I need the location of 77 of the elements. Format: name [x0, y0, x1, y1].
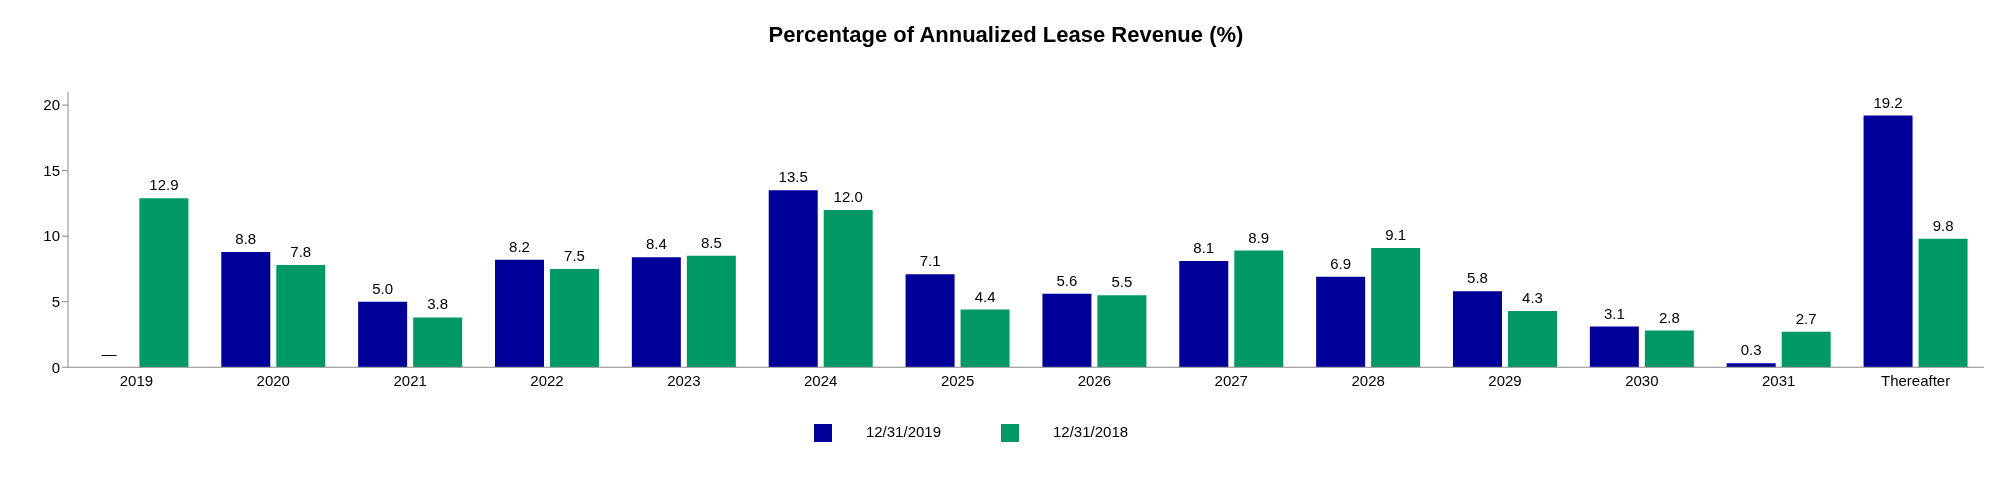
data-label: 4.4: [974, 287, 996, 305]
bar: [823, 209, 873, 368]
bar: [276, 265, 326, 368]
bar: [358, 301, 408, 368]
legend-label: 12/31/2018: [1053, 423, 1129, 441]
data-label: 7.1: [919, 252, 941, 270]
data-label: 8.9: [1248, 228, 1270, 246]
data-label: 7.8: [290, 243, 312, 260]
data-label: 5.0: [372, 279, 394, 297]
data-label: 9.1: [1385, 225, 1407, 243]
x-tick-label: 2022: [530, 371, 564, 389]
data-label: 8.1: [1193, 239, 1215, 257]
x-tick-label: 2026: [1077, 371, 1112, 389]
bar: [221, 251, 271, 368]
data-label: 8.5: [700, 233, 722, 251]
bar: [1234, 250, 1284, 368]
x-tick-label: 2021: [393, 371, 427, 389]
data-label: 0.3: [1740, 341, 1762, 359]
bar: [1918, 238, 1968, 368]
data-label: 5.5: [1111, 273, 1133, 291]
data-label: 8.8: [235, 229, 257, 247]
legend-label: 12/31/2019: [865, 423, 941, 441]
x-tick-label: 2027: [1214, 371, 1248, 389]
data-label: 4.3: [1522, 288, 1543, 306]
data-label: 8.4: [645, 235, 667, 253]
bar: [1452, 291, 1502, 368]
bar: [549, 268, 599, 368]
data-label: 6.9: [1330, 254, 1352, 272]
bar: [768, 190, 818, 368]
data-label: 19.2: [1873, 93, 1903, 111]
data-label: 12.0: [833, 187, 863, 205]
bar: [1589, 326, 1639, 368]
bar: [1863, 115, 1913, 368]
x-tick-label: 2031: [1762, 371, 1796, 389]
data-label: 9.8: [1932, 216, 1954, 234]
bar: [686, 255, 736, 368]
bar: [1179, 261, 1229, 368]
bar: [1507, 310, 1557, 368]
bar: [960, 309, 1010, 368]
x-tick-label: 2024: [804, 371, 838, 389]
bar: [139, 198, 189, 368]
bar: [631, 257, 681, 368]
bar: [1644, 330, 1694, 368]
x-tick-label: 2023: [667, 371, 701, 389]
bar: [1316, 276, 1366, 368]
x-tick-label: 2019: [119, 371, 154, 389]
bar: [1371, 247, 1421, 368]
x-tick-label: 2028: [1351, 371, 1385, 389]
y-tick-label: 20: [43, 96, 60, 114]
data-label: 5.6: [1056, 271, 1078, 289]
bar: [1097, 295, 1147, 368]
data-label: 3.1: [1603, 304, 1625, 322]
x-tick-label: 2020: [256, 371, 290, 389]
bar: [494, 259, 544, 368]
bar: [1781, 331, 1831, 368]
bar: [413, 317, 463, 368]
text: —: [101, 345, 117, 363]
data-label: 7.5: [564, 246, 585, 264]
y-tick-label: 15: [43, 161, 60, 179]
data-label: 2.8: [1658, 308, 1680, 326]
x-tick-label: 2030: [1625, 371, 1659, 389]
bar: [905, 274, 955, 368]
data-label: 2.7: [1795, 309, 1817, 327]
data-label: 3.8: [427, 295, 449, 313]
data-label: 13.5: [778, 168, 808, 186]
x-tick-label: Thereafter: [1880, 371, 1951, 389]
data-label: 5.8: [1467, 269, 1488, 287]
y-tick-label: 5: [51, 293, 60, 311]
y-tick-label: 10: [43, 227, 60, 245]
x-tick-label: 2029: [1488, 371, 1522, 389]
chart-title: Percentage of Annualized Lease Revenue (%): [767, 22, 1245, 49]
bar: [1726, 363, 1776, 368]
x-tick-label: 2025: [940, 371, 975, 389]
data-label: 8.2: [509, 237, 530, 255]
y-tick-label: 0: [51, 358, 60, 376]
data-label: 12.9: [149, 176, 179, 194]
bar: [1042, 293, 1092, 368]
